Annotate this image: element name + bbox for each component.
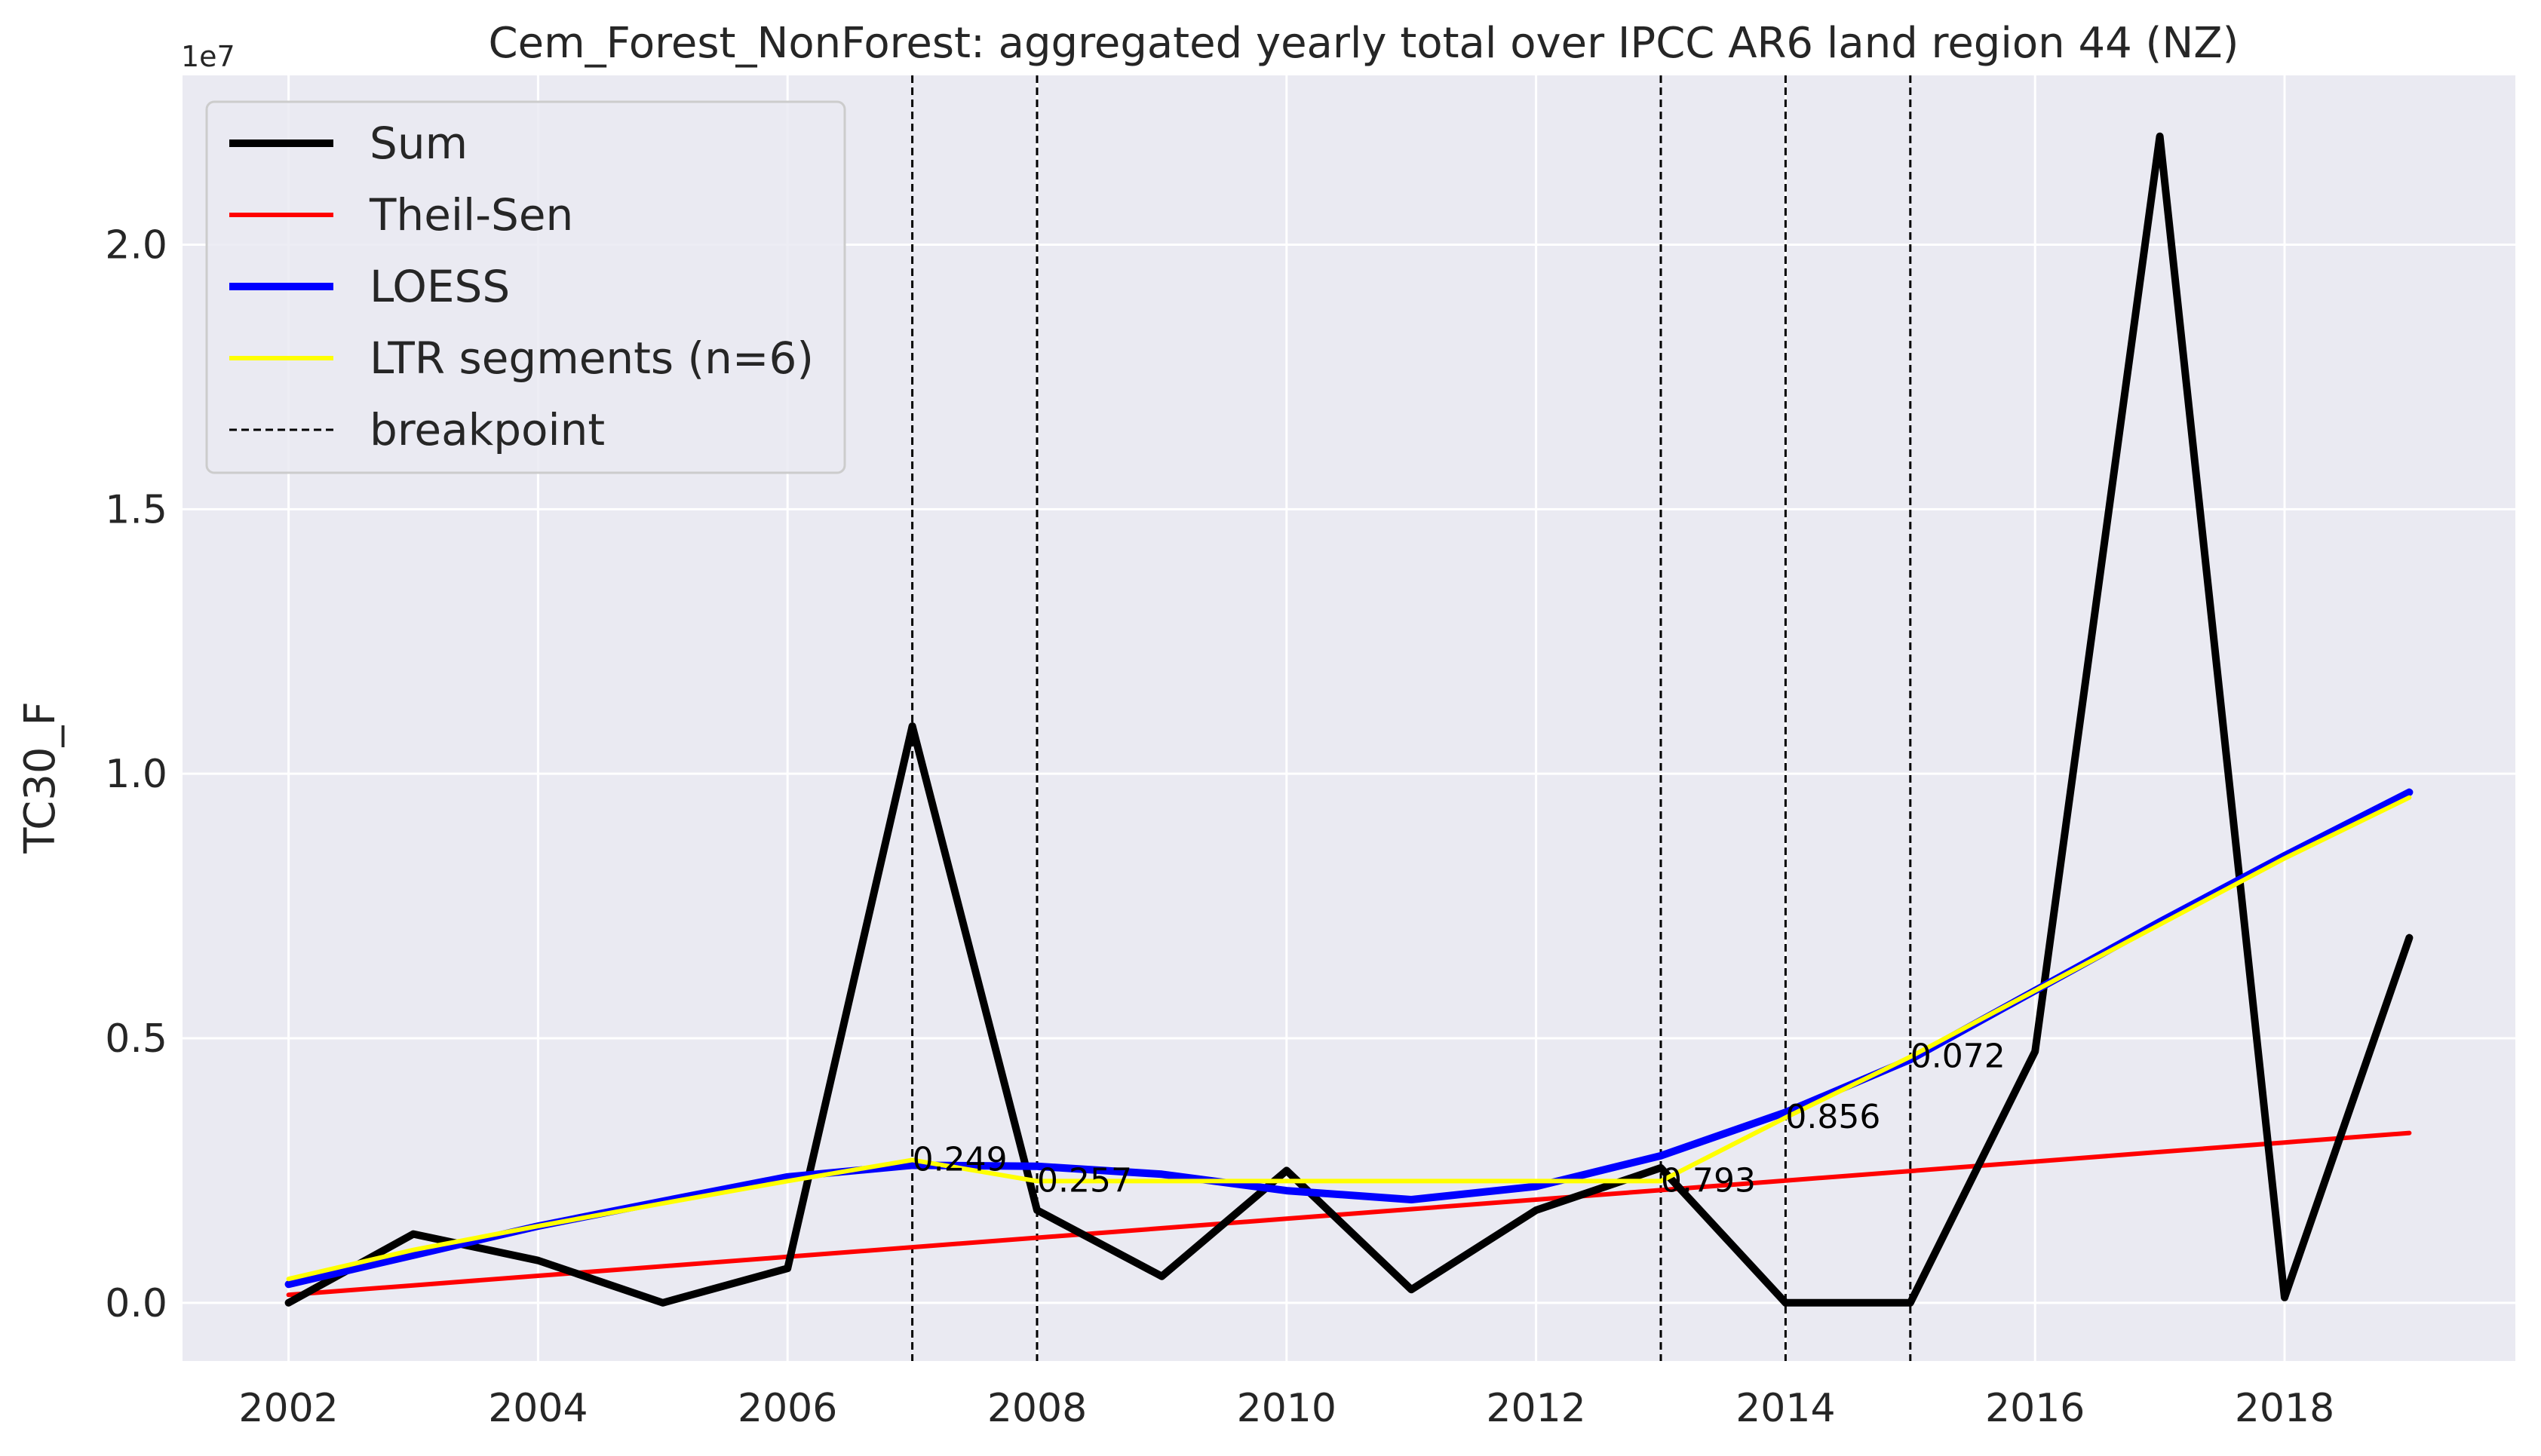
y-tick-label: 0.5 bbox=[105, 1016, 167, 1062]
x-tick-label: 2016 bbox=[1985, 1386, 2085, 1431]
y-tick-label: 2.0 bbox=[105, 223, 167, 268]
legend-label: LOESS bbox=[370, 261, 510, 312]
x-tick-label: 2018 bbox=[2235, 1386, 2334, 1431]
series-line-sum bbox=[284, 132, 2414, 1307]
x-tick-label: 2014 bbox=[1735, 1386, 1835, 1431]
legend-label: LTR segments (n=6) bbox=[370, 333, 814, 384]
breakpoint-annotation: 0.257 bbox=[1037, 1161, 1132, 1200]
breakpoint-annotations: 0.249 0.257 0.793 0.856 0.072 bbox=[913, 1038, 2005, 1200]
series-line-ltr-segments-n-6 bbox=[286, 795, 2412, 1282]
y-tick-label: 1.5 bbox=[105, 487, 167, 532]
y-tick-label: 1.0 bbox=[105, 752, 167, 797]
x-tick-label: 2010 bbox=[1237, 1386, 1336, 1431]
x-tick-label: 2004 bbox=[488, 1386, 588, 1431]
legend-label: breakpoint bbox=[370, 404, 605, 455]
x-tick-labels: 2002 2004 2006 2008 2010 2012 2014 2016 2018 bbox=[238, 1386, 2334, 1431]
breakpoint-annotation: 0.856 bbox=[1785, 1098, 1880, 1136]
chart-title: Cem_Forest_NonForest: aggregated yearly … bbox=[489, 19, 2239, 68]
legend-box bbox=[205, 100, 846, 474]
breakpoint-annotation: 0.793 bbox=[1661, 1161, 1756, 1200]
x-tick-label: 2008 bbox=[987, 1386, 1087, 1431]
x-tick-label: 2002 bbox=[238, 1386, 338, 1431]
y-tick-label: 0.0 bbox=[105, 1281, 167, 1326]
legend-label: Theil-Sen bbox=[369, 189, 573, 241]
breakpoint-lines bbox=[911, 75, 1912, 1361]
y-tick-labels: 0.0 0.5 1.0 1.5 2.0 bbox=[105, 223, 167, 1326]
legend-label: Sum bbox=[370, 118, 468, 169]
legend: Sum Theil-Sen LOESS LTR segments (n=6) break… bbox=[205, 100, 846, 474]
series-line-theil-sen bbox=[286, 1130, 2412, 1298]
y-axis-offset-label: 1e7 bbox=[181, 40, 235, 73]
breakpoint-annotation: 0.072 bbox=[1910, 1038, 2005, 1076]
x-tick-label: 2012 bbox=[1486, 1386, 1585, 1431]
breakpoint-annotation: 0.249 bbox=[913, 1140, 1008, 1179]
series-lines bbox=[284, 132, 2414, 1307]
y-axis-label: TC30_F bbox=[16, 701, 65, 854]
x-tick-label: 2006 bbox=[738, 1386, 837, 1431]
